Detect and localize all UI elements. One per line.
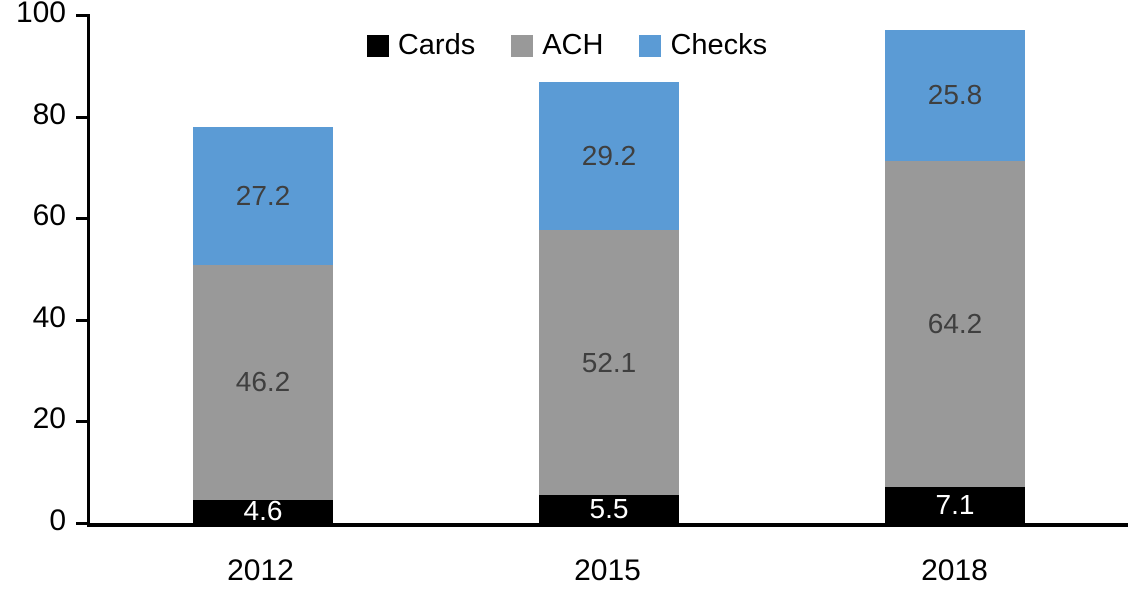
bar-group-2015: 5.5 52.1 29.2 — [436, 15, 782, 523]
bar-segment-cards-2012: 4.6 — [193, 495, 333, 527]
y-tick-label: 60 — [32, 199, 66, 233]
bars: 4.6 46.2 27.2 5.5 52.1 29.2 7.1 64.2 25.8 — [90, 15, 1128, 527]
x-axis-labels: 2012 2015 2018 — [87, 544, 1128, 588]
bar-segment-ach-2012: 46.2 — [193, 264, 333, 500]
y-tick-label: 100 — [15, 0, 66, 29]
data-label-checks-2018: 25.8 — [927, 79, 983, 111]
bar-group-2018: 7.1 64.2 25.8 — [782, 15, 1128, 523]
data-label-cards-2015: 5.5 — [589, 493, 629, 525]
data-label-cards-2018: 7.1 — [935, 488, 975, 520]
y-tick-label: 0 — [49, 504, 66, 537]
data-label-ach-2015: 52.1 — [581, 346, 637, 378]
bar-segment-ach-2018: 64.2 — [885, 160, 1025, 487]
y-tick-mark — [76, 522, 90, 525]
stacked-bar-2018: 7.1 64.2 25.8 — [885, 15, 1025, 523]
plot-area: 4.6 46.2 27.2 5.5 52.1 29.2 7.1 64.2 25.8 — [76, 14, 1128, 527]
bar-segment-ach-2015: 52.1 — [539, 230, 679, 496]
bar-group-2012: 4.6 46.2 27.2 — [90, 15, 436, 527]
stacked-bar-2012: 4.6 46.2 27.2 — [193, 15, 333, 527]
y-tick-mark — [76, 318, 90, 322]
bar-segment-checks-2012: 27.2 — [193, 126, 333, 265]
y-tick-mark — [76, 420, 90, 424]
x-axis-label-2012: 2012 — [227, 554, 294, 587]
y-tick-mark — [76, 115, 90, 119]
y-tick-label: 80 — [32, 97, 66, 131]
y-tick-label: 40 — [32, 300, 66, 334]
data-label-checks-2015: 29.2 — [581, 140, 637, 172]
y-axis-labels: 0 20 40 60 80 100 — [0, 0, 66, 537]
data-label-checks-2012: 27.2 — [235, 179, 291, 211]
data-label-cards-2012: 4.6 — [243, 495, 283, 527]
y-tick-mark — [76, 217, 90, 221]
x-axis-label-2015: 2015 — [574, 554, 641, 587]
y-tick-mark — [76, 14, 90, 17]
stacked-bar-2015: 5.5 52.1 29.2 — [539, 15, 679, 523]
y-tick-label: 20 — [32, 402, 66, 436]
bar-segment-checks-2018: 25.8 — [885, 29, 1025, 161]
data-label-ach-2018: 64.2 — [927, 307, 983, 339]
bar-segment-cards-2015: 5.5 — [539, 495, 679, 523]
x-axis-label-2018: 2018 — [921, 554, 988, 587]
data-label-ach-2012: 46.2 — [235, 366, 291, 398]
bar-segment-cards-2018: 7.1 — [885, 486, 1025, 523]
bar-segment-checks-2015: 29.2 — [539, 82, 679, 231]
